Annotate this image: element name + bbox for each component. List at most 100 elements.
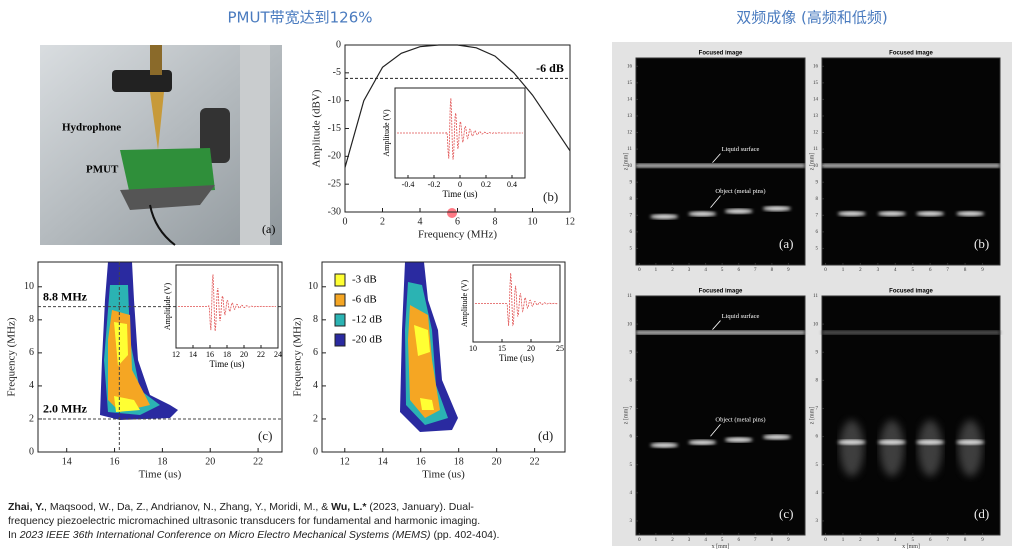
target: [877, 211, 906, 217]
x-tick-label: 9: [981, 538, 984, 543]
x-tick-label: 14: [378, 456, 388, 467]
x-tick-label: 9: [981, 268, 984, 273]
x-tick-label: 5: [911, 268, 914, 273]
y-tick-label: 10: [813, 322, 819, 327]
image-title: Focused image: [699, 51, 743, 57]
x-tick-label: 6: [929, 538, 932, 543]
y-tick-label: 13: [627, 114, 633, 119]
x-tick-label: 1: [842, 268, 845, 273]
x-tick-label: 20: [240, 350, 248, 359]
y-axis-label: z [mm]: [623, 407, 629, 425]
x-tick-label: 1: [655, 538, 658, 543]
level-label: 2.0 MHz: [43, 402, 88, 416]
y-tick-label: 9: [630, 180, 633, 185]
y-tick-label: 3: [630, 519, 633, 524]
text: (pp. 402-404).: [430, 529, 500, 541]
x-tick-label: 5: [911, 538, 914, 543]
ultrasound-image: [822, 58, 1000, 265]
x-tick-label: 16: [206, 350, 214, 359]
plot-frame: [635, 57, 806, 266]
x-tick-label: 4: [704, 268, 707, 273]
photo-label: PMUT: [86, 164, 119, 176]
x-tick-label: 10: [469, 344, 477, 353]
x-tick-label: 8: [964, 538, 967, 543]
panel-label: (d): [538, 428, 553, 443]
citation-line: Zhai, Y., Maqsood, W., Da, Z., Andrianov…: [8, 500, 499, 514]
x-tick-label: 0.4: [507, 180, 517, 189]
x-tick-label: 1: [655, 268, 658, 273]
y-axis-label: Amplitude (dBV): [311, 89, 323, 167]
y-tick-label: -30: [328, 206, 341, 217]
contour-d: [400, 262, 458, 432]
x-tick-label: 0: [343, 216, 348, 227]
x-tick-label: 7: [946, 538, 949, 543]
arrow: [710, 195, 721, 208]
plot-frame: [821, 57, 1001, 266]
x-tick-label: 24: [274, 350, 282, 359]
x-axis-label: x [mm]: [902, 544, 920, 550]
x-tick-label: 2: [859, 268, 862, 273]
citation-line: In 2023 IEEE 36th International Conferen…: [8, 528, 499, 542]
legend-swatch: [334, 313, 346, 327]
y-tick-label: 10: [627, 164, 633, 169]
annotation: Liquid surface: [722, 146, 760, 153]
x-tick-label: 16: [416, 456, 426, 467]
inset: 10 15 20 25 Time (us) Amplitude (V): [460, 264, 564, 363]
y-tick-label: 7: [816, 407, 819, 412]
text: In: [8, 529, 20, 541]
target: [650, 214, 679, 220]
y-tick-label: 14: [627, 98, 633, 103]
y-tick-label: 6: [29, 347, 34, 358]
y-tick-label: 12: [627, 131, 633, 136]
y-axis-label: Frequency (MHz): [292, 317, 304, 396]
ultrasound-image: [636, 58, 805, 265]
x-tick-label: 25: [556, 344, 564, 353]
y-axis-label: Amplitude (V): [163, 283, 172, 331]
target: [837, 211, 866, 217]
y-axis-label: Amplitude (V): [460, 280, 469, 328]
y-tick-label: 10: [627, 322, 633, 327]
target: [762, 434, 791, 440]
y-tick-label: 0: [336, 39, 341, 50]
x-tick-label: 6: [737, 268, 740, 273]
ultrasound-image: [636, 296, 805, 535]
panel-label: (c): [779, 506, 793, 521]
target: [916, 211, 945, 217]
x-tick-label: 2: [380, 216, 385, 227]
axes: 0 2 4 6 8 10 12 -30 -25 -20 -15 -10 -5 0 Frequency (MH…: [311, 39, 575, 240]
y-axis-label: Amplitude (V): [382, 109, 391, 157]
y-tick-label: 7: [816, 213, 819, 218]
x-tick-label: 2: [671, 268, 674, 273]
x-tick-label: 9: [787, 268, 790, 273]
arrow: [710, 423, 721, 437]
y-tick-label: 8: [816, 197, 819, 202]
photo-label: Hydrophone: [62, 122, 121, 134]
ultrasound-image: [822, 296, 1000, 535]
x-tick-label: 7: [946, 268, 949, 273]
y-tick-label: 3: [816, 519, 819, 524]
x-tick-label: 15: [498, 344, 506, 353]
y-tick-label: 8: [313, 314, 318, 325]
x-tick-label: 20: [527, 344, 535, 353]
axes: 12 14 16 18 20 22 0 2 4 6 8 10 Time (us) Frequency (M…: [292, 261, 566, 481]
image-title: Focused image: [889, 51, 933, 57]
x-axis-label: Time (us): [422, 469, 465, 481]
x-tick-label: 0: [824, 538, 827, 543]
y-tick-label: 9: [816, 180, 819, 185]
citation-line: frequency piezoelectric micromachined ul…: [8, 514, 499, 528]
x-tick-label: 4: [894, 268, 897, 273]
surface: [822, 330, 1000, 335]
y-tick-label: -5: [333, 67, 341, 78]
x-tick-label: 6: [929, 268, 932, 273]
waveform: [475, 273, 558, 327]
annotation: Liquid surface: [722, 313, 760, 320]
y-tick-label: -25: [328, 178, 341, 189]
x-tick-label: 5: [721, 268, 724, 273]
y-tick-label: 13: [813, 114, 819, 119]
x-axis-label: Time (us): [210, 359, 245, 369]
target: [650, 442, 679, 448]
y-tick-label: 6: [816, 230, 819, 235]
